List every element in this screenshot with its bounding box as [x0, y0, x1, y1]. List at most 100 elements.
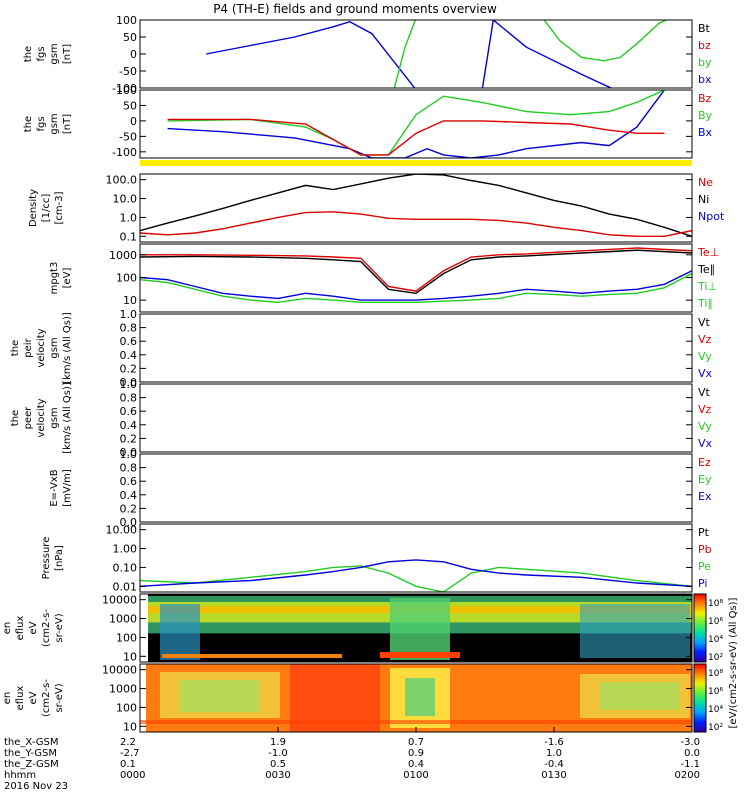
y-axis-label: [cm-3]	[54, 191, 65, 224]
series-group	[140, 559, 692, 592]
colorbar-tick-label: 10⁶	[708, 687, 723, 697]
legend-entry: Vt	[698, 386, 711, 399]
y-axis-label: sr-eV)	[54, 683, 65, 712]
heatmap-gap	[140, 594, 148, 662]
y-axis-label: gsm	[49, 407, 60, 428]
y-tick-label: 0.0	[120, 376, 138, 389]
x-annotation-row-label: hhmm	[4, 770, 36, 781]
y-tick-label: 50	[123, 31, 137, 44]
x-annotation-value: -3.0	[680, 737, 700, 748]
y-tick-label: 100	[116, 14, 137, 27]
series-group	[167, 90, 665, 158]
panel-frame	[139, 243, 693, 313]
y-tick-label: 1.0	[120, 448, 138, 461]
panel-frame	[139, 593, 693, 663]
panel-peer_flux: 10000100010010thepeerenefluxeV(cm2-s-sr-…	[2, 663, 723, 733]
y-tick-label: 100	[116, 84, 137, 97]
y-axis-label: Pressure	[41, 537, 52, 580]
series-line-Ni	[140, 174, 692, 237]
colorbar-tick-label: 10⁸	[708, 599, 723, 609]
legend-entry: bx	[698, 73, 712, 86]
y-tick-label: 0.2	[120, 362, 138, 375]
heatmap-image	[140, 594, 692, 662]
heatmap-gap	[140, 664, 146, 732]
y-tick-label: 0.1	[120, 230, 138, 243]
series-line-Ne	[140, 211, 692, 238]
y-tick-label: 0.4	[120, 349, 138, 362]
heatmap-line-b	[380, 652, 460, 658]
y-axis-label: eV	[28, 621, 39, 634]
y-axis-label: Density	[28, 189, 39, 227]
x-annotation-row-label: 2016 Nov 23	[4, 781, 68, 792]
series-line-Te∥	[140, 249, 692, 295]
panel-pressure: 10.00 1.00 0.10 0.01 Pressure [nPa] Pt Pb Pe Pi	[41, 523, 712, 593]
quality-flag-bar	[140, 160, 692, 166]
x-annotation-value: -1.1	[680, 759, 700, 770]
y-axis-label: [eV]	[62, 268, 73, 289]
panel-temperature: 1000 100 10 mpgt3 [eV] Te⊥ Te∥ Ti⊥ Ti∥	[49, 243, 719, 313]
y-tick-label: 0	[130, 115, 137, 128]
y-tick-label: 0.8	[120, 392, 138, 405]
colorbar-tick-label: 10⁴	[708, 635, 723, 645]
legend-entry: Pb	[698, 543, 712, 556]
panel-fgs_gse: 100 50 0 -50 -100 the fgs gsm [nT] Bz By Bx	[23, 84, 713, 166]
legend-entry: Bt	[698, 22, 711, 35]
y-tick-label: 10	[123, 650, 137, 663]
colorbar	[693, 593, 707, 663]
y-tick-label: 0.6	[120, 335, 138, 348]
panel-peir_flux: 10000100010010thepeirenefluxeV(cm2-s-sr-…	[2, 593, 739, 728]
y-tick-label: 50	[123, 99, 137, 112]
panel-frame	[139, 173, 693, 243]
x-annotation-value: -2.7	[120, 748, 140, 759]
y-axis-label: fgs	[36, 116, 47, 131]
panel-density: 100.0 10.0 1.0 0.1 Density [1/cc] [cm-3] Ne Ni Np…	[28, 173, 725, 243]
y-tick-label: 0.2	[120, 432, 138, 445]
y-axis-label: eflux	[15, 686, 26, 711]
x-annotation-value: 0.5	[270, 759, 286, 770]
y-tick-label: 0	[130, 48, 137, 61]
legend-entry: Ti∥	[697, 297, 713, 310]
figure-title: P4 (TH-E) fields and ground moments over…	[213, 2, 497, 16]
legend-entry: Ni	[698, 193, 709, 206]
y-tick-label: 0.6	[120, 405, 138, 418]
y-axis-label: peer	[23, 406, 34, 430]
heatmap-patch-b	[390, 598, 450, 660]
y-tick-label: 100.0	[106, 174, 138, 187]
y-tick-label: 10	[123, 720, 137, 733]
legend-entry: Pt	[698, 526, 710, 539]
panel-frame	[139, 453, 693, 523]
series-line-bx	[206, 20, 613, 88]
y-axis-label: the	[23, 116, 34, 132]
x-annotation-value: 2.2	[120, 737, 136, 748]
colorbar-tick-label: 10²	[708, 723, 723, 733]
legend-entry: bz	[698, 39, 711, 52]
colorbar	[693, 663, 707, 733]
y-tick-label: 0.2	[120, 502, 138, 515]
series-line-Pe	[140, 565, 692, 592]
heatmap-patch-d2	[600, 682, 680, 710]
series-group	[206, 20, 668, 88]
y-tick-label: 0.4	[120, 489, 138, 502]
x-annotation-value: -1.0	[268, 748, 288, 759]
series-line-Ti⊥	[140, 270, 692, 301]
y-tick-label: 0.0	[120, 446, 138, 459]
legend-entry: Ex	[698, 490, 712, 503]
legend-entry: Ti⊥	[697, 280, 717, 293]
series-line-Bx	[167, 90, 665, 158]
legend-entry: By	[698, 109, 713, 122]
y-tick-label: 1.00	[113, 543, 138, 556]
heatmap-image	[140, 664, 692, 732]
legend-entry: Vz	[698, 333, 712, 346]
y-tick-label: -100	[112, 146, 137, 159]
legend-entry: Bz	[698, 92, 712, 105]
y-tick-label: 1.0	[120, 308, 138, 321]
y-tick-label: 10.00	[106, 524, 138, 537]
heatmap-line	[140, 720, 692, 724]
legend-entry: Npot	[698, 210, 725, 223]
y-tick-label: 0.10	[113, 561, 138, 574]
y-tick-label: 1000	[109, 683, 137, 696]
panel-fgs: 100 50 0 -50 -100 the fgs gsm [nT] Bt bz by bx	[23, 14, 712, 95]
